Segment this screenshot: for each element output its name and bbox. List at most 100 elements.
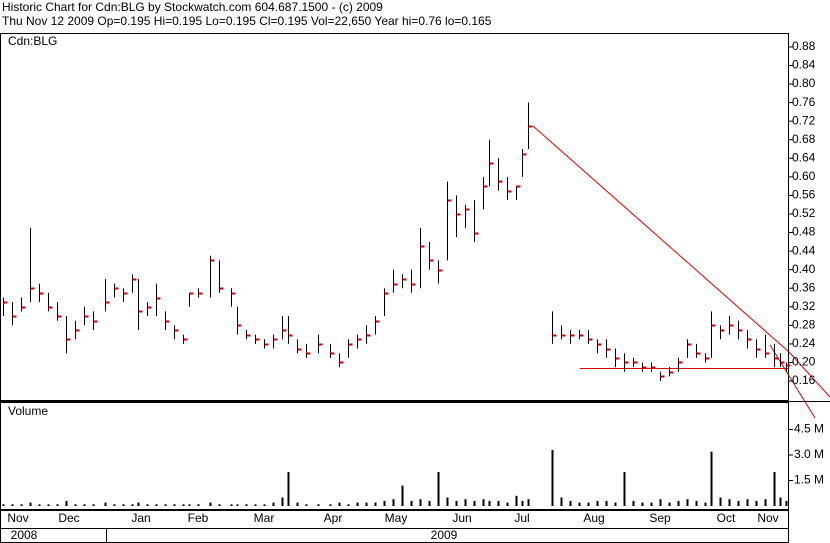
trend-line xyxy=(788,351,830,398)
y-tick-label: 0.56 xyxy=(792,188,816,202)
volume-bar xyxy=(263,504,266,506)
volume-bar xyxy=(779,497,782,506)
volume-bar xyxy=(419,499,422,506)
volume-bar xyxy=(527,499,530,506)
volume-bar xyxy=(356,502,359,506)
volume-bar xyxy=(329,504,332,506)
y-tick-label: 0.72 xyxy=(792,113,816,127)
volume-bar xyxy=(668,502,671,506)
volume-bar xyxy=(287,472,290,506)
volume-bar xyxy=(374,502,377,506)
volume-bar xyxy=(578,502,581,506)
volume-bar xyxy=(455,500,458,506)
volume-bar xyxy=(230,504,233,506)
volume-bar xyxy=(281,497,284,506)
volume-bar xyxy=(632,500,635,506)
volume-bar xyxy=(56,504,59,506)
volume-bar xyxy=(245,504,248,506)
x-tick-label: Sep xyxy=(649,511,671,525)
volume-bar xyxy=(587,502,590,506)
volume-bar xyxy=(347,504,350,506)
volume-bar xyxy=(2,504,5,506)
volume-bar xyxy=(623,472,626,506)
volume-bar xyxy=(746,499,749,506)
volume-bar xyxy=(596,500,599,506)
x-tick-label: Aug xyxy=(583,511,604,525)
chart-title: Historic Chart for Cdn:BLG by Stockwatch… xyxy=(2,0,383,14)
volume-bar xyxy=(686,499,689,506)
volume-bar xyxy=(785,500,788,506)
y-tick-label: 0.52 xyxy=(792,206,816,220)
volume-bar xyxy=(401,485,404,506)
volume-bar xyxy=(92,504,95,506)
volume-bar xyxy=(182,504,185,506)
volume-bar xyxy=(695,500,698,506)
volume-bar xyxy=(488,500,491,506)
y-tick-label: 0.60 xyxy=(792,169,816,183)
volume-bar xyxy=(11,504,14,506)
y-tick-label: 0.20 xyxy=(792,355,816,369)
volume-bar xyxy=(197,504,200,506)
volume-bar xyxy=(521,500,524,506)
trend-line xyxy=(532,125,790,353)
x-tick-label: Mar xyxy=(254,511,275,525)
volume-bar xyxy=(410,500,413,506)
volume-bar xyxy=(113,504,116,506)
volume-bar xyxy=(137,502,140,506)
y-tick-label: 0.36 xyxy=(792,280,816,294)
volume-bar xyxy=(305,504,308,506)
y-tick-label: 0.80 xyxy=(792,76,816,90)
volume-bar xyxy=(272,502,275,506)
y-tick-label: 0.44 xyxy=(792,243,816,257)
volume-bar xyxy=(773,472,776,506)
volume-bar xyxy=(29,502,32,506)
volume-bar xyxy=(83,504,86,506)
volume-panel xyxy=(0,402,789,510)
volume-bar xyxy=(188,504,191,506)
volume-bar xyxy=(338,502,341,506)
price-panel xyxy=(0,33,789,401)
volume-bar xyxy=(755,500,758,506)
volume-bar xyxy=(74,504,77,506)
volume-bar xyxy=(737,500,740,506)
y-tick-label: 0.68 xyxy=(792,132,816,146)
y-tick-label: 0.84 xyxy=(792,58,816,72)
volume-bar xyxy=(473,500,476,506)
volume-bar xyxy=(728,499,731,506)
y-tick-label: 0.76 xyxy=(792,95,816,109)
y2-tick-label: 4.5 M xyxy=(794,422,824,436)
x-tick-label: Jan xyxy=(131,511,150,525)
year-label: 2009 xyxy=(431,528,458,542)
volume-bar xyxy=(20,504,23,506)
y-tick-label: 0.28 xyxy=(792,318,816,332)
y-tick-label: 0.16 xyxy=(792,373,816,387)
volume-label: Volume xyxy=(8,404,48,418)
volume-bar xyxy=(173,504,176,506)
y-tick-label: 0.88 xyxy=(792,39,816,53)
y-tick-label: 0.48 xyxy=(792,225,816,239)
volume-bar xyxy=(437,472,440,506)
volume-bar xyxy=(236,504,239,506)
volume-bar xyxy=(218,504,221,506)
volume-bar xyxy=(428,500,431,506)
volume-bar xyxy=(569,500,572,506)
volume-bar xyxy=(614,502,617,506)
volume-bar xyxy=(254,504,257,506)
volume-bar xyxy=(383,500,386,506)
volume-bar xyxy=(710,451,713,506)
volume-bar xyxy=(515,495,518,506)
chart-subtitle: Thu Nov 12 2009 Op=0.195 Hi=0.195 Lo=0.1… xyxy=(2,14,492,28)
volume-bar xyxy=(104,502,107,506)
y2-tick-label: 3.0 M xyxy=(794,447,824,461)
volume-bar xyxy=(482,499,485,506)
volume-bar xyxy=(155,504,158,506)
volume-bar xyxy=(605,500,608,506)
volume-bar xyxy=(677,500,680,506)
x-tick-label: Oct xyxy=(717,511,736,525)
volume-bar xyxy=(296,502,299,506)
x-tick-label: Nov xyxy=(757,511,778,525)
volume-bar xyxy=(392,499,395,506)
volume-bar xyxy=(47,504,50,506)
x-tick-label: Feb xyxy=(188,511,209,525)
